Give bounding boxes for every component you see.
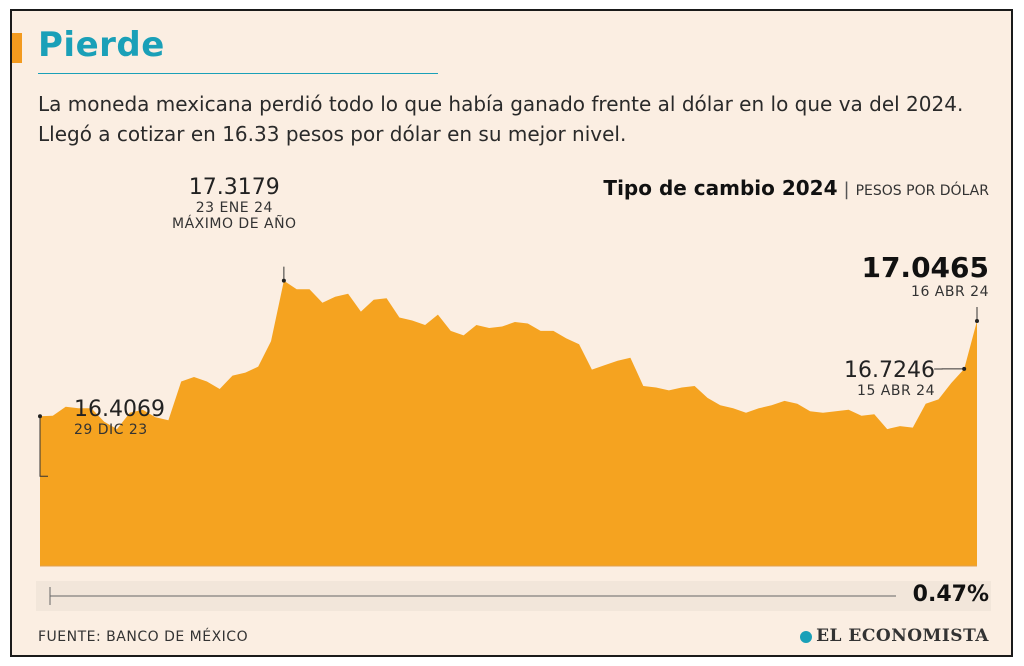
infographic-card: Pierde La moneda mexicana perdió todo lo… xyxy=(10,9,1013,657)
change-value: 0.47% xyxy=(912,582,989,607)
change-track xyxy=(36,581,991,611)
max-note-label: MÁXIMO DE AÑO xyxy=(172,216,297,232)
start-leader-line xyxy=(39,416,48,477)
prev-value-label: 16.7246 xyxy=(844,358,935,383)
last-date-label: 16 ABR 24 xyxy=(911,284,989,300)
page-title: Pierde xyxy=(38,25,165,65)
last-value-label: 17.0465 xyxy=(861,251,989,284)
start-annotation: 16.4069 29 DIC 23 xyxy=(74,397,165,438)
brand-name: EL ECONOMISTA xyxy=(816,626,989,646)
start-value-label: 16.4069 xyxy=(74,397,165,422)
prev-point xyxy=(962,366,967,371)
start-point xyxy=(38,414,42,419)
last-point xyxy=(975,319,979,324)
last-annotation: 17.0465 16 ABR 24 xyxy=(861,251,989,300)
max-point xyxy=(281,278,286,283)
prev-annotation: 16.7246 15 ABR 24 xyxy=(844,358,935,399)
brand-logo: EL ECONOMISTA xyxy=(800,626,989,646)
subtitle: La moneda mexicana perdió todo lo que ha… xyxy=(38,92,964,146)
exchange-rate-area xyxy=(40,280,977,566)
change-track-line xyxy=(49,587,896,605)
brand-logo-icon xyxy=(800,630,813,643)
exchange-rate-chart xyxy=(38,266,979,567)
source-label: FUENTE: BANCO DE MÉXICO xyxy=(38,629,249,645)
max-date-label: 23 ENE 24 xyxy=(195,200,273,216)
max-value-label: 17.3179 xyxy=(188,175,280,200)
chart-header: Tipo de cambio 2024 | PESOS POR DÓLAR xyxy=(603,176,989,200)
max-annotation: 17.3179 23 ENE 24 MÁXIMO DE AÑO xyxy=(172,175,297,232)
start-date-label: 29 DIC 23 xyxy=(74,422,148,438)
title-divider xyxy=(38,73,438,74)
chart-header-separator: | xyxy=(843,179,850,200)
title-accent-bar xyxy=(12,33,22,63)
prev-date-label: 15 ABR 24 xyxy=(857,383,935,399)
chart-title: Tipo de cambio 2024 xyxy=(603,176,838,200)
chart-unit: PESOS POR DÓLAR xyxy=(855,183,989,199)
